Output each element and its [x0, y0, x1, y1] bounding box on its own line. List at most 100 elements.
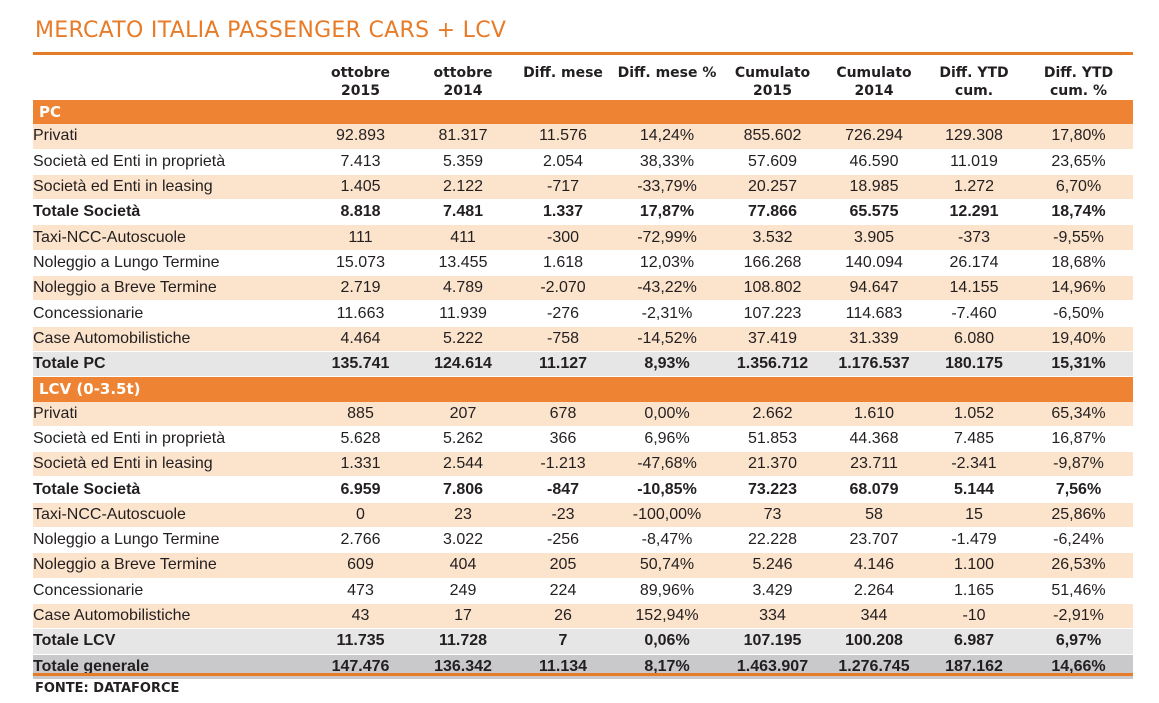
table-cell: 473: [308, 578, 413, 604]
table-cell: 11.576: [513, 124, 613, 150]
column-header-line: Cumulato: [734, 65, 811, 81]
table-cell: -23: [513, 502, 613, 529]
table-cell: 6,97%: [1024, 628, 1133, 655]
row-label: Società ed Enti in leasing: [33, 174, 308, 201]
table-cell: 46.590: [824, 149, 924, 175]
table-cell: 3.022: [413, 527, 513, 554]
row-label: Concessionarie: [33, 578, 308, 604]
table-cell: 18,74%: [1024, 199, 1133, 226]
table-cell: 107.195: [721, 628, 824, 655]
row-label: Totale LCV: [33, 628, 308, 655]
source-note: FONTE: DATAFORCE: [35, 681, 180, 696]
table-cell: -6,24%: [1024, 527, 1133, 554]
table-cell: 3.905: [824, 224, 924, 251]
table-cell: -47,68%: [613, 451, 721, 478]
table-cell: 21.370: [721, 451, 824, 478]
row-label: Noleggio a Breve Termine: [33, 552, 308, 579]
table-cell: 1.356.712: [721, 351, 824, 378]
column-header-line: 2015: [341, 83, 380, 99]
table-cell: 6.080: [924, 326, 1024, 352]
table-cell: 5.222: [413, 326, 513, 352]
table-cell: 855.602: [721, 124, 824, 150]
table-cell: 89,96%: [613, 578, 721, 604]
table-cell: 5.144: [924, 476, 1024, 503]
table-cell: 609: [308, 552, 413, 579]
table-cell: 58: [824, 502, 924, 529]
table-cell: 1.272: [924, 174, 1024, 201]
table-cell: -2,91%: [1024, 603, 1133, 630]
table-cell: 0: [308, 502, 413, 529]
column-header-line: Diff. YTD: [1043, 65, 1114, 81]
row-label: Privati: [33, 401, 308, 427]
table-cell: 678: [513, 401, 613, 427]
column-header-line: 2014: [854, 83, 894, 99]
table-cell: 6,96%: [613, 426, 721, 453]
table-cell: -10,85%: [613, 476, 721, 503]
table-row: Totale PC 135.741 124.614 11.127 8,93% 1.356.…: [33, 351, 1133, 378]
column-header: Cumulato 2014: [824, 64, 924, 100]
table-cell: 6.959: [308, 476, 413, 503]
table-cell: -33,79%: [613, 174, 721, 201]
table-row: Totale Società 8.818 7.481 1.337 17,87% 77.86…: [33, 199, 1133, 226]
table-cell: -6,50%: [1024, 300, 1133, 327]
column-header-line: Diff. mese: [523, 65, 603, 81]
table-cell: 23,65%: [1024, 149, 1133, 175]
table-cell: 0,00%: [613, 401, 721, 427]
table-cell: 65,34%: [1024, 401, 1133, 427]
table-cell: -100,00%: [613, 502, 721, 529]
column-header-line: 2015: [753, 83, 792, 99]
row-label: Taxi-NCC-Autoscuole: [33, 224, 308, 251]
table-cell: -373: [924, 224, 1024, 251]
table-cell: 18.985: [824, 174, 924, 201]
section-title: LCV (0-3.5t): [33, 376, 1133, 402]
table-cell: 1.100: [924, 552, 1024, 579]
table-cell: 51,46%: [1024, 578, 1133, 604]
table-cell: -717: [513, 174, 613, 201]
table-cell: 180.175: [924, 351, 1024, 378]
table-cell: 726.294: [824, 124, 924, 150]
table-row: Società ed Enti in leasing 1.331 2.544 -1.2…: [33, 451, 1133, 478]
table-cell: 249: [413, 578, 513, 604]
report-title: MERCATO ITALIA PASSENGER CARS + LCV: [35, 18, 507, 43]
row-label: Noleggio a Lungo Termine: [33, 250, 308, 277]
table-cell: -2,31%: [613, 300, 721, 327]
table-cell: 11.735: [308, 628, 413, 655]
table-row: Società ed Enti in leasing 1.405 2.122 -717…: [33, 174, 1133, 201]
table-cell: 334: [721, 603, 824, 630]
column-header: Diff. YTD cum.: [924, 64, 1024, 100]
table-cell: 23.711: [824, 451, 924, 478]
market-table: ottobre 2015 ottobre 2014 Diff. mese Diff.…: [33, 64, 1133, 680]
table-cell: 224: [513, 578, 613, 604]
table-cell: 885: [308, 401, 413, 427]
table-cell: -300: [513, 224, 613, 251]
table-cell: 14.155: [924, 275, 1024, 302]
table-cell: 111: [308, 224, 413, 251]
bottom-divider: [33, 673, 1133, 676]
table-cell: 23: [413, 502, 513, 529]
table-cell: 2.662: [721, 401, 824, 427]
table-cell: 1.331: [308, 451, 413, 478]
table-cell: 37.419: [721, 326, 824, 352]
table-cell: 140.094: [824, 250, 924, 277]
table-cell: 12.291: [924, 199, 1024, 226]
row-label: Noleggio a Breve Termine: [33, 275, 308, 302]
table-row: Totale LCV 11.735 11.728 7 0,06% 107.195 100.2…: [33, 628, 1133, 655]
table-cell: 366: [513, 426, 613, 453]
table-cell: -1.213: [513, 451, 613, 478]
table-cell: 81.317: [413, 124, 513, 150]
table-cell: 205: [513, 552, 613, 579]
table-cell: 2.766: [308, 527, 413, 554]
table-cell: -276: [513, 300, 613, 327]
table-cell: 50,74%: [613, 552, 721, 579]
table-cell: 5.246: [721, 552, 824, 579]
table-cell: -10: [924, 603, 1024, 630]
row-label-header: [33, 64, 308, 100]
table-cell: 7.481: [413, 199, 513, 226]
table-cell: 7.413: [308, 149, 413, 175]
table-row: Concessionarie 11.663 11.939 -276 -2,31% 107.…: [33, 300, 1133, 327]
table-cell: 2.544: [413, 451, 513, 478]
column-header-line: cum.: [954, 83, 994, 99]
table-row: Concessionarie 473 249 224 89,96% 3.429 2.264 1…: [33, 578, 1133, 604]
table-row: Società ed Enti in proprietà 5.628 5.262 36…: [33, 426, 1133, 453]
table-cell: 7.806: [413, 476, 513, 503]
